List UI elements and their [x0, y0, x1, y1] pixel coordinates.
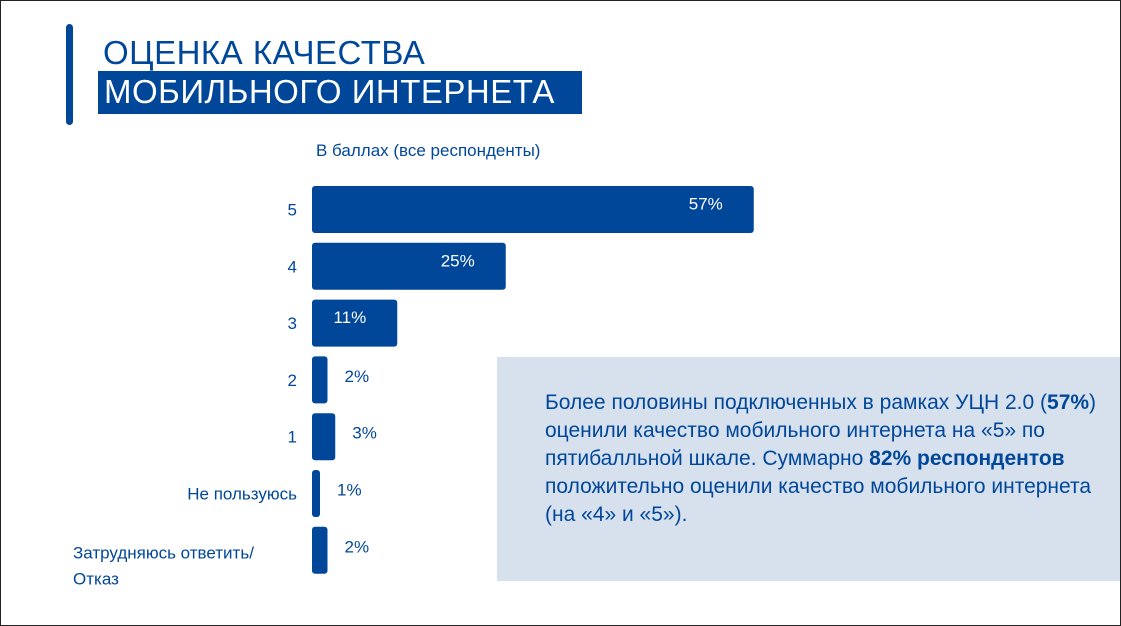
bar-3 — [312, 356, 328, 404]
bar-6 — [312, 526, 328, 574]
value-label-3: 2% — [345, 367, 370, 386]
summary-text-part3: положительно оценили качество мобильного… — [545, 475, 1092, 526]
page-title-line2: МОБИЛЬНОГО ИНТЕРНЕТА — [98, 71, 582, 114]
title-accent-bar — [66, 24, 73, 125]
summary-text-part1: Более половины подключенных в рамках УЦН… — [545, 391, 1048, 414]
category-label-3: 2 — [288, 371, 297, 390]
summary-text-part2: ) оценили качество мобильного интернета … — [545, 391, 1097, 470]
category-label-1: 4 — [288, 257, 297, 276]
bar-2 — [312, 299, 398, 347]
bar-4 — [312, 413, 336, 461]
category-label-6: Затрудняюсь ответить/Отказ — [73, 543, 254, 588]
bar-1 — [312, 242, 506, 290]
value-label-5: 1% — [337, 481, 362, 500]
value-label-2: 11% — [333, 308, 366, 327]
category-label-4: 1 — [288, 428, 297, 447]
value-label-1: 25% — [441, 251, 475, 270]
bar-0 — [312, 186, 754, 233]
category-label-5: Не пользуюсь — [187, 485, 297, 504]
value-label-0: 57% — [689, 195, 723, 214]
summary-highlight-57: 57% — [1047, 391, 1090, 414]
chart-subtitle: В баллах (все респонденты) — [316, 141, 541, 160]
category-label-2: 3 — [288, 314, 297, 333]
bar-5 — [312, 470, 320, 517]
summary-highlight-82: 82% респондентов — [869, 447, 1065, 470]
summary-text: Более половины подключенных в рамках УЦН… — [545, 389, 1105, 529]
value-label-4: 3% — [352, 424, 377, 443]
page-title-line1: ОЦЕНКА КАЧЕСТВА — [103, 34, 426, 71]
value-label-6: 2% — [345, 537, 370, 556]
summary-box: Более половины подключенных в рамках УЦН… — [497, 357, 1120, 581]
category-label-0: 5 — [288, 201, 297, 220]
